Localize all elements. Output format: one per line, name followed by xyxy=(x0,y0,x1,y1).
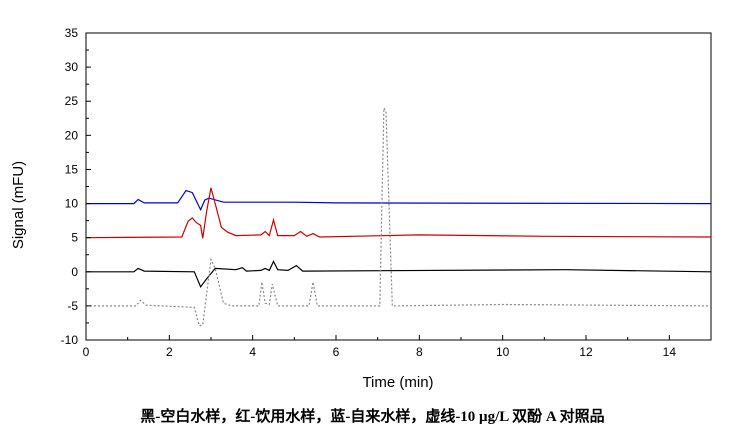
x-tick-label: 4 xyxy=(249,345,256,359)
x-tick-label: 2 xyxy=(166,345,173,359)
x-tick-label: 12 xyxy=(579,345,593,359)
series-line-3 xyxy=(86,105,712,327)
y-axis-label: Signal (mFU) xyxy=(10,161,27,249)
y-tick-label: 20 xyxy=(65,128,79,142)
y-tick-label: 25 xyxy=(65,94,79,108)
x-tick-label: 0 xyxy=(83,345,90,359)
y-tick-label: -5 xyxy=(67,299,78,313)
x-tick-label: 6 xyxy=(333,345,340,359)
y-tick-label: 30 xyxy=(65,60,79,74)
x-tick-label: 8 xyxy=(416,345,423,359)
y-tick-label: 5 xyxy=(71,231,78,245)
y-tick-label: 10 xyxy=(65,197,79,211)
series-line-2 xyxy=(86,260,712,288)
figure-caption: 黑-空白水样，红-饮用水样，蓝-自来水样，虚线-10 μg/L 双酚 A 对照品 xyxy=(140,409,605,425)
series-line-0 xyxy=(86,189,712,212)
y-tick-label: 0 xyxy=(71,265,78,279)
x-tick-label: 10 xyxy=(496,345,510,359)
y-tick-label: -10 xyxy=(61,333,79,347)
y-tick-label: 15 xyxy=(65,162,79,176)
x-axis-label: Time (min) xyxy=(362,374,433,391)
plot-frame xyxy=(85,32,712,341)
y-axis: -10 -5 0 5 10 15 20 25 30 35 xyxy=(61,26,91,347)
x-tick-label: 14 xyxy=(663,345,677,359)
y-tick-label: 35 xyxy=(65,26,79,40)
series-line-1 xyxy=(85,187,712,239)
x-axis: 0 2 4 6 8 10 12 14 xyxy=(83,335,677,359)
series-group xyxy=(85,105,712,327)
